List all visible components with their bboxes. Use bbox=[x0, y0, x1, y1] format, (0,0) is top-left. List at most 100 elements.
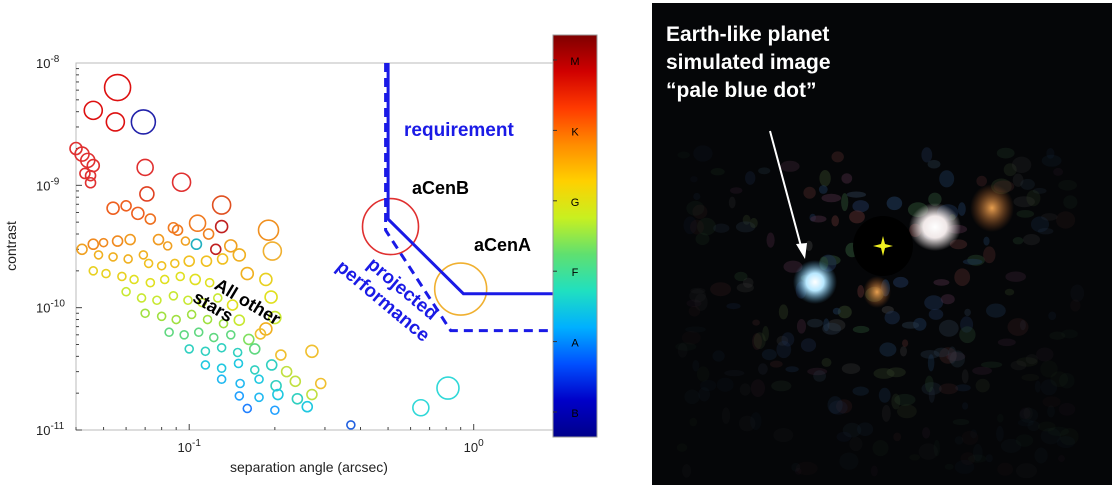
star-marker bbox=[106, 201, 120, 216]
speckle bbox=[1053, 167, 1064, 176]
star-marker bbox=[216, 374, 227, 385]
star-marker bbox=[248, 343, 261, 355]
speckle bbox=[1056, 436, 1076, 449]
speckle bbox=[1020, 178, 1035, 190]
speckle bbox=[928, 386, 935, 403]
speckle bbox=[962, 402, 969, 410]
speckle bbox=[933, 279, 950, 286]
speckle bbox=[986, 303, 1006, 318]
requirement-label: requirement bbox=[404, 120, 514, 141]
star-marker bbox=[171, 314, 181, 325]
speckle bbox=[675, 342, 697, 351]
speckle bbox=[832, 307, 841, 315]
star-marker bbox=[152, 233, 165, 246]
speckle bbox=[776, 340, 792, 359]
star-marker bbox=[268, 310, 282, 325]
speckle bbox=[922, 427, 931, 439]
star-marker bbox=[87, 238, 100, 251]
speckle bbox=[841, 173, 853, 184]
speckle bbox=[1041, 213, 1058, 221]
speckle bbox=[681, 331, 701, 345]
speckle bbox=[954, 459, 975, 474]
star-marker bbox=[202, 228, 215, 240]
speckle bbox=[841, 363, 861, 374]
star-marker bbox=[88, 266, 99, 276]
speckle bbox=[1021, 373, 1040, 382]
speckle bbox=[960, 316, 974, 333]
speckle bbox=[827, 319, 846, 332]
speckle bbox=[752, 319, 760, 326]
star-marker bbox=[170, 258, 180, 269]
star-marker bbox=[242, 403, 253, 414]
star-marker bbox=[211, 195, 232, 215]
speckle bbox=[976, 175, 987, 187]
star-marker bbox=[289, 375, 302, 388]
speckle bbox=[721, 407, 731, 425]
speckle bbox=[886, 196, 903, 211]
speckle bbox=[685, 326, 706, 333]
speckle bbox=[1016, 210, 1035, 218]
speckle bbox=[881, 306, 894, 314]
speckle bbox=[886, 367, 906, 378]
speckle bbox=[1004, 288, 1015, 296]
speckle bbox=[791, 462, 801, 472]
speckle bbox=[996, 147, 1015, 159]
star-marker bbox=[138, 250, 149, 260]
colorbar-label: F bbox=[572, 267, 579, 279]
speckle bbox=[967, 454, 987, 463]
speckle bbox=[1016, 357, 1038, 367]
speckle bbox=[1025, 354, 1038, 365]
speckle bbox=[698, 387, 711, 402]
speckle bbox=[842, 422, 862, 438]
speckle bbox=[1048, 311, 1057, 321]
speckle bbox=[827, 396, 843, 414]
speckle bbox=[972, 366, 992, 375]
speckle bbox=[939, 170, 955, 188]
speckle bbox=[873, 368, 895, 379]
star-marker bbox=[183, 255, 196, 267]
speckle bbox=[997, 413, 1004, 423]
projected-performance-curve bbox=[384, 63, 553, 333]
speckle bbox=[677, 151, 690, 159]
speckle bbox=[946, 352, 966, 361]
speckle bbox=[1012, 237, 1024, 245]
speckle bbox=[734, 271, 748, 282]
speckle bbox=[712, 350, 725, 362]
speckle bbox=[803, 186, 816, 199]
speckle bbox=[1034, 447, 1048, 464]
star-marker bbox=[214, 219, 229, 234]
star-marker bbox=[105, 112, 126, 132]
speckle bbox=[849, 436, 863, 452]
colorbar: M K G F A B bbox=[552, 34, 598, 438]
speckle bbox=[836, 399, 853, 414]
star-marker bbox=[83, 100, 104, 121]
speckle bbox=[690, 287, 706, 294]
speckle bbox=[805, 240, 813, 251]
star-marker bbox=[280, 365, 293, 378]
star-marker bbox=[171, 224, 184, 236]
star-marker bbox=[259, 272, 273, 287]
speckle bbox=[809, 213, 816, 222]
speckle bbox=[927, 354, 935, 372]
speckle bbox=[1059, 372, 1075, 389]
speckle bbox=[771, 380, 792, 392]
star-marker bbox=[208, 332, 219, 343]
star-marker bbox=[179, 330, 189, 340]
speckle bbox=[688, 305, 701, 317]
speckle bbox=[750, 412, 762, 431]
speckle bbox=[821, 357, 832, 367]
speckle bbox=[780, 160, 800, 172]
caption-line-1: Earth-like planet bbox=[666, 23, 830, 46]
speckle bbox=[1017, 419, 1034, 427]
caption-line-3: “pale blue dot” bbox=[666, 79, 817, 102]
star-marker bbox=[98, 237, 109, 248]
speckle bbox=[692, 360, 700, 372]
speckle bbox=[961, 430, 979, 445]
speckle bbox=[878, 387, 891, 403]
speckle bbox=[813, 370, 826, 382]
speckle bbox=[676, 443, 688, 452]
speckle bbox=[948, 346, 957, 364]
requirement-curve bbox=[386, 63, 553, 296]
speckle bbox=[997, 462, 1014, 476]
star-marker bbox=[124, 233, 136, 246]
